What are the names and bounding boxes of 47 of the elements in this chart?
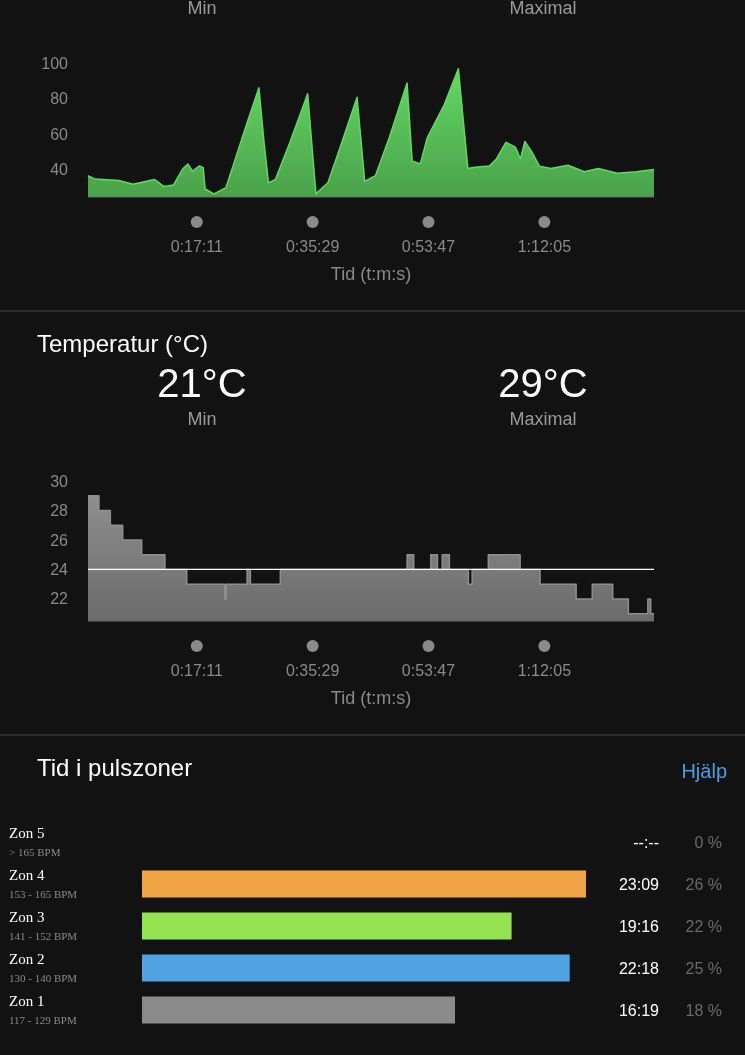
x-tick-label: 1:12:05	[517, 238, 572, 255]
y-tick-label: 26	[50, 531, 69, 549]
data-label: 22:18	[618, 959, 660, 977]
data-label: 19:16	[618, 917, 660, 935]
y-tick-label: Zon 1 117 - 129 BPM	[9, 993, 77, 1026]
y-tick-label: Zon 4 153 - 165 BPM	[9, 867, 78, 900]
x-tick-label: 0:17:11	[170, 662, 223, 679]
y-tick-label: 80	[50, 90, 69, 108]
chart-title: Temperatur (°C)	[37, 330, 208, 357]
text: Min	[187, 0, 217, 18]
text: 21°C	[157, 361, 247, 405]
text: Hjälp	[681, 760, 727, 782]
y-tick-label: 100	[41, 54, 69, 72]
data-label: 23:09	[618, 875, 660, 893]
x-axis-title: Tid (t:m:s)	[330, 264, 412, 284]
text: Maximal	[509, 0, 577, 18]
bar	[142, 912, 512, 940]
x-tick-label: 0:17:11	[170, 238, 223, 255]
y-tick-label: Zon 2 130 - 140 BPM	[9, 951, 78, 984]
y-tick-label: Zon 3 141 - 152 BPM	[9, 909, 78, 942]
x-tick-label: 0:35:29	[285, 662, 340, 679]
y-tick-label: Zon 5 > 165 BPM	[9, 825, 61, 858]
text: Min	[187, 409, 217, 429]
x-tick-label: 1:12:05	[517, 662, 572, 679]
text: 26 %	[685, 875, 722, 893]
text: 18 %	[685, 1001, 722, 1019]
x-axis-title: Tid (t:m:s)	[330, 688, 412, 708]
bar	[142, 954, 570, 982]
text: 25 %	[685, 959, 722, 977]
y-tick-label: 24	[50, 561, 69, 579]
text: Maximal	[509, 409, 577, 429]
x-tick-label: 0:53:47	[401, 662, 456, 679]
x-tick-label: 0:35:29	[285, 238, 340, 255]
text: 22 %	[685, 917, 722, 935]
bar	[142, 870, 586, 898]
bar	[142, 996, 456, 1024]
x-tick-label: 0:53:47	[401, 238, 456, 255]
chart-title: Tid i pulszoner	[37, 754, 193, 781]
text: 29°C	[498, 361, 588, 405]
y-tick-label: 60	[50, 125, 69, 143]
y-tick-label: 28	[50, 502, 69, 520]
y-tick-label: 30	[50, 472, 69, 490]
y-tick-label: 22	[50, 590, 69, 608]
data-label: --:--	[633, 833, 659, 851]
data-label: 16:19	[618, 1001, 660, 1019]
text: 0 %	[694, 833, 722, 851]
y-tick-label: 40	[50, 161, 69, 179]
